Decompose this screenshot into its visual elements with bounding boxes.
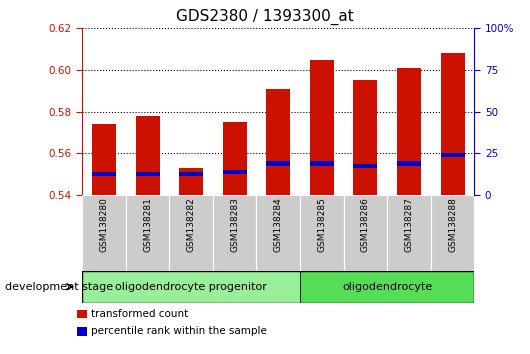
Bar — [223, 170, 246, 174]
Text: GDS2380 / 1393300_at: GDS2380 / 1393300_at — [176, 9, 354, 25]
Bar — [213, 195, 257, 271]
Bar — [397, 161, 421, 166]
Bar — [179, 172, 203, 176]
Bar — [126, 195, 169, 271]
Bar — [179, 168, 203, 195]
Bar — [77, 327, 87, 336]
Bar — [223, 122, 246, 195]
Text: GSM138288: GSM138288 — [448, 197, 457, 252]
Text: GSM138287: GSM138287 — [404, 197, 413, 252]
Text: transformed count: transformed count — [91, 309, 188, 319]
Text: GSM138281: GSM138281 — [143, 197, 152, 252]
Bar — [266, 88, 290, 195]
Bar — [257, 195, 300, 271]
Bar — [300, 195, 343, 271]
Text: oligodendrocyte progenitor: oligodendrocyte progenitor — [115, 282, 267, 292]
Bar — [136, 116, 160, 195]
Text: development stage: development stage — [5, 282, 113, 292]
Bar — [136, 172, 160, 176]
Bar — [82, 271, 300, 303]
Bar — [300, 271, 474, 303]
Bar — [354, 164, 377, 168]
Bar — [77, 310, 87, 319]
Bar — [354, 80, 377, 195]
Bar — [92, 172, 116, 176]
Text: oligodendrocyte: oligodendrocyte — [342, 282, 432, 292]
Bar — [431, 195, 474, 271]
Bar — [343, 195, 387, 271]
Text: GSM138283: GSM138283 — [230, 197, 239, 252]
Bar — [82, 195, 126, 271]
Bar — [310, 161, 334, 166]
Bar — [310, 59, 334, 195]
Text: GSM138284: GSM138284 — [274, 197, 282, 252]
Bar — [440, 153, 465, 157]
Bar — [169, 195, 213, 271]
Text: GSM138282: GSM138282 — [187, 197, 196, 252]
Bar — [266, 161, 290, 166]
Bar — [440, 53, 465, 195]
Text: GSM138286: GSM138286 — [361, 197, 370, 252]
Text: percentile rank within the sample: percentile rank within the sample — [91, 326, 267, 336]
Bar — [387, 195, 431, 271]
Bar — [397, 68, 421, 195]
Text: GSM138280: GSM138280 — [100, 197, 109, 252]
Bar — [92, 124, 116, 195]
Text: GSM138285: GSM138285 — [317, 197, 326, 252]
